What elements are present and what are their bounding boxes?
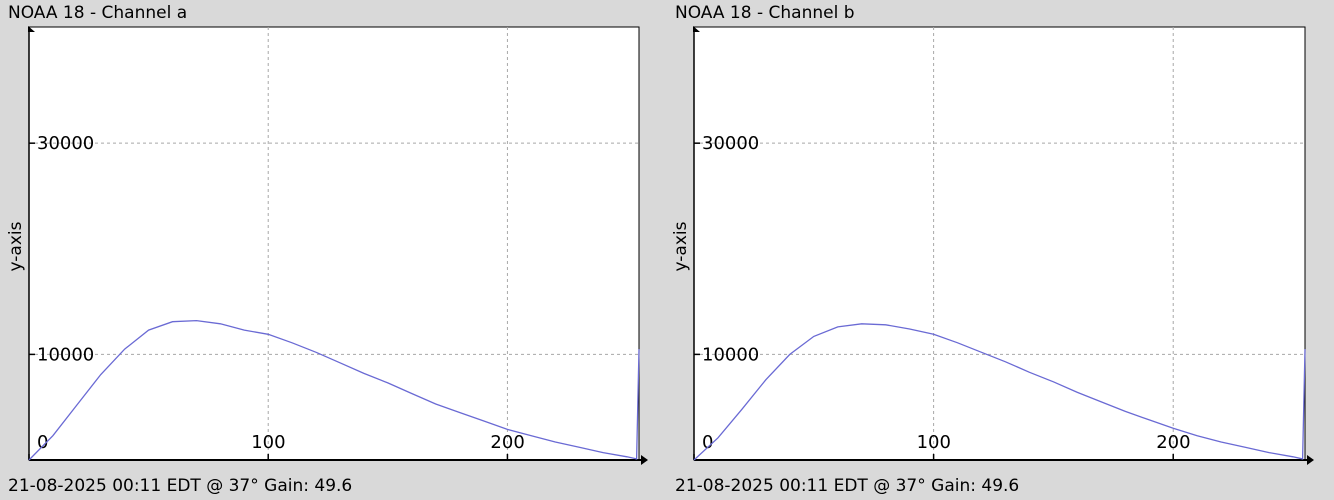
line-chart-channel-b: 0 100 200 10000 30000 y-axis [671, 26, 1314, 465]
chart-title: NOAA 18 - Channel a [8, 3, 188, 23]
y-tick-label: 10000 [702, 344, 759, 365]
timestamp-gain-footer: 21-08-2025 00:11 EDT @ 37° Gain: 49.6 [8, 476, 353, 496]
plot-area [28, 26, 640, 461]
y-axis-arrow-icon [28, 26, 35, 32]
chart-panel-a: NOAA 18 - Channel a 0 100 200 10000 30000 y-a… [6, 3, 648, 496]
x-axis-arrow-icon [641, 455, 648, 465]
line-chart-channel-a: 0 100 200 10000 30000 y-axis [6, 26, 648, 465]
y-axis-label: y-axis [6, 221, 26, 271]
x-tick-label: 100 [251, 432, 285, 453]
y-axis-label: y-axis [671, 221, 691, 271]
timestamp-gain-footer: 21-08-2025 00:11 EDT @ 37° Gain: 49.6 [675, 476, 1020, 496]
x-axis-arrow-icon [1307, 455, 1314, 465]
series-line [28, 319, 640, 461]
chart-panel-b: NOAA 18 - Channel b 0 100 200 10000 30000 y-a… [667, 0, 1334, 500]
plot-area [693, 26, 1306, 461]
y-tick-label: 30000 [37, 133, 94, 154]
x-tick-label: 100 [917, 432, 951, 453]
y-tick-label: 30000 [702, 133, 759, 154]
y-tick-label: 10000 [37, 344, 94, 365]
x-tick-label: 200 [1156, 432, 1190, 453]
x-tick-label: 0 [37, 432, 48, 453]
x-tick-label: 200 [490, 432, 524, 453]
x-tick-label: 0 [702, 432, 713, 453]
y-axis-arrow-icon [693, 26, 700, 32]
chart-title: NOAA 18 - Channel b [675, 3, 855, 23]
series-line [693, 323, 1306, 461]
